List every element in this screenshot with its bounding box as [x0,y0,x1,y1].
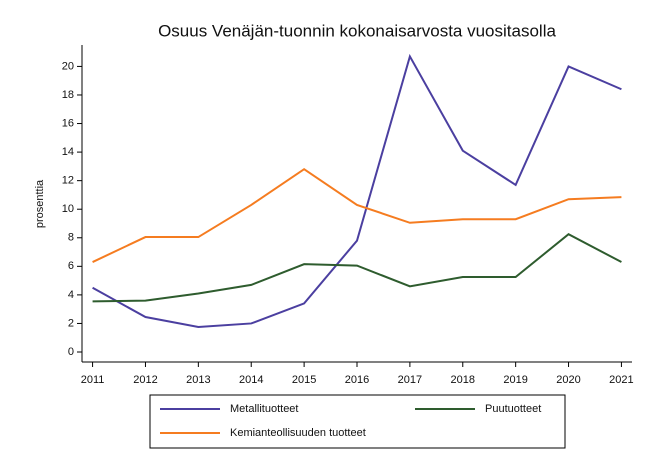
y-tick-label: 14 [62,146,74,158]
y-tick-label: 0 [68,346,74,358]
x-tick-label: 2012 [133,374,157,386]
x-tick-label: 2014 [239,374,263,386]
x-tick-label: 2019 [503,374,527,386]
series-line [92,233,622,303]
series-line [92,168,622,263]
y-tick-label: 20 [62,60,74,72]
y-tick-label: 8 [68,232,74,244]
x-tick-label: 2011 [81,374,105,386]
legend-box [149,394,566,449]
x-tick-label: 2013 [186,374,210,386]
x-tick-label: 2017 [398,374,422,386]
y-tick-label: 16 [62,117,74,129]
legend-label: Puutuotteet [485,403,541,415]
y-tick-label: 18 [62,89,74,101]
x-tick-label: 2015 [292,374,316,386]
y-tick-label: 2 [68,317,74,329]
y-tick-label: 10 [62,203,74,215]
x-tick-label: 2021 [609,374,633,386]
y-axis-label: prosenttia [34,179,46,228]
y-tick-label: 12 [62,175,74,187]
y-tick-label: 4 [68,289,74,301]
legend-label: Metallituotteet [230,403,298,415]
y-tick-label: 6 [68,260,74,272]
x-tick-label: 2018 [451,374,475,386]
x-tick-label: 2020 [556,374,580,386]
chart-title: Osuus Venäjän-tuonnin kokonaisarvosta vu… [158,21,556,40]
legend-label: Kemianteollisuuden tuotteet [230,427,366,439]
x-tick-label: 2016 [345,374,369,386]
series-line [92,53,622,329]
